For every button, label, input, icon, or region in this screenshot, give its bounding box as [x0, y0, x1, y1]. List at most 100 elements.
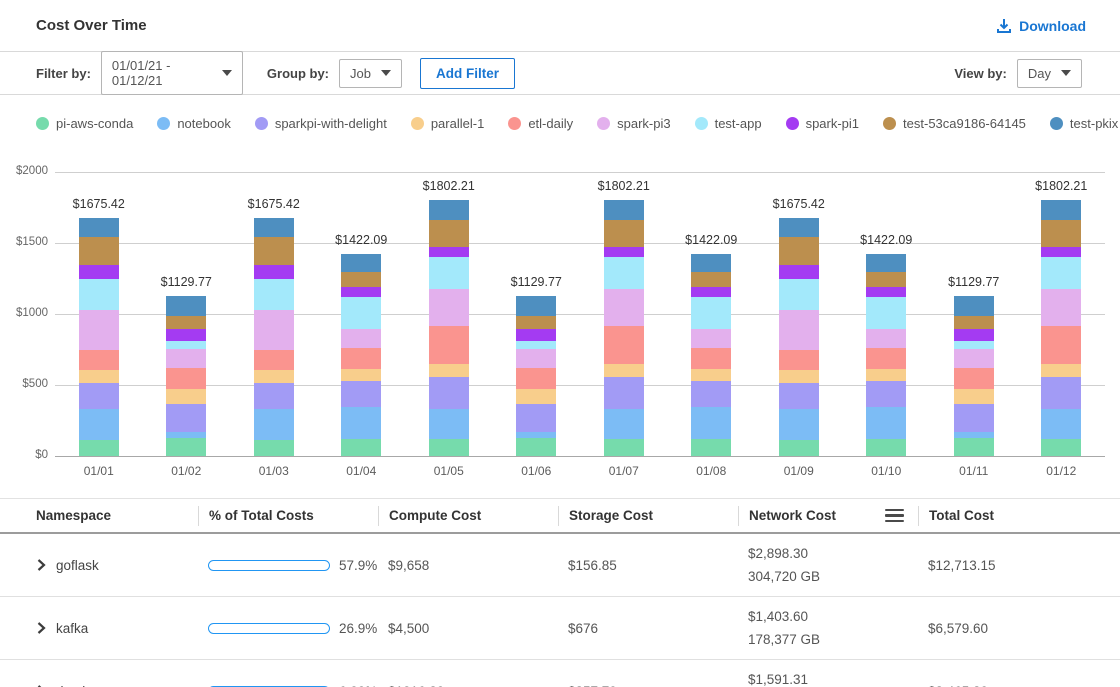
bar-segment-spark-pi3[interactable] — [79, 310, 119, 350]
legend-item-test-app[interactable]: test-app — [695, 116, 762, 131]
bar-segment-pi-aws-conda[interactable] — [866, 439, 906, 456]
bar-segment-etl-daily[interactable] — [79, 350, 119, 371]
bar-segment-notebook[interactable] — [779, 409, 819, 440]
bar-segment-pi-aws-conda[interactable] — [341, 439, 381, 456]
legend-item-notebook[interactable]: notebook — [157, 116, 231, 131]
bar-segment-sparkpi-with-delight[interactable] — [429, 377, 469, 409]
bar-segment-parallel-1[interactable] — [691, 369, 731, 381]
bar-segment-test-app[interactable] — [604, 257, 644, 289]
bar-segment-spark-pi1[interactable] — [341, 287, 381, 298]
bar-segment-pi-aws-conda[interactable] — [604, 439, 644, 456]
bar-segment-test-app[interactable] — [79, 279, 119, 310]
bar-segment-test-app[interactable] — [254, 279, 294, 310]
stacked-bar-01/04[interactable] — [341, 254, 381, 456]
bar-segment-test-app[interactable] — [779, 279, 819, 310]
bar-segment-test-pkix[interactable] — [516, 296, 556, 316]
bar-segment-sparkpi-with-delight[interactable] — [691, 381, 731, 407]
stacked-bar-01/02[interactable] — [166, 296, 206, 456]
bar-segment-test-53ca9186-64145[interactable] — [604, 220, 644, 247]
expand-chevron-icon[interactable] — [34, 558, 48, 572]
bar-segment-pi-aws-conda[interactable] — [429, 439, 469, 456]
bar-segment-etl-daily[interactable] — [866, 348, 906, 369]
bar-segment-spark-pi3[interactable] — [604, 289, 644, 326]
bar-segment-spark-pi3[interactable] — [1041, 289, 1081, 326]
bar-segment-spark-pi1[interactable] — [166, 329, 206, 341]
bar-segment-notebook[interactable] — [341, 407, 381, 438]
bar-segment-test-app[interactable] — [1041, 257, 1081, 289]
stacked-bar-01/09[interactable] — [779, 218, 819, 456]
bar-segment-notebook[interactable] — [1041, 409, 1081, 439]
bar-segment-spark-pi1[interactable] — [1041, 247, 1081, 257]
bar-segment-pi-aws-conda[interactable] — [779, 440, 819, 456]
legend-item-test-pkix[interactable]: test-pkix — [1050, 116, 1118, 131]
bar-segment-etl-daily[interactable] — [954, 368, 994, 389]
bar-segment-spark-pi3[interactable] — [866, 329, 906, 348]
legend-item-test-53ca9186-64145[interactable]: test-53ca9186-64145 — [883, 116, 1026, 131]
bar-segment-parallel-1[interactable] — [1041, 364, 1081, 377]
bar-segment-parallel-1[interactable] — [79, 370, 119, 383]
bar-segment-spark-pi3[interactable] — [429, 289, 469, 326]
legend-item-spark-pi3[interactable]: spark-pi3 — [597, 116, 670, 131]
bar-segment-test-53ca9186-64145[interactable] — [1041, 220, 1081, 247]
bar-segment-parallel-1[interactable] — [429, 364, 469, 377]
bar-segment-sparkpi-with-delight[interactable] — [166, 404, 206, 432]
stacked-bar-01/12[interactable] — [1041, 200, 1081, 456]
date-range-select[interactable]: 01/01/21 - 01/12/21 — [101, 51, 243, 95]
bar-segment-test-app[interactable] — [866, 297, 906, 329]
bar-segment-test-53ca9186-64145[interactable] — [691, 272, 731, 287]
bar-segment-notebook[interactable] — [79, 409, 119, 440]
bar-segment-spark-pi1[interactable] — [516, 329, 556, 341]
bar-segment-sparkpi-with-delight[interactable] — [954, 404, 994, 432]
bar-segment-sparkpi-with-delight[interactable] — [604, 377, 644, 409]
bar-segment-notebook[interactable] — [429, 409, 469, 439]
bar-segment-parallel-1[interactable] — [954, 389, 994, 404]
legend-item-etl-daily[interactable]: etl-daily — [508, 116, 573, 131]
bar-segment-test-pkix[interactable] — [1041, 200, 1081, 220]
stacked-bar-01/05[interactable] — [429, 200, 469, 456]
bar-segment-test-pkix[interactable] — [79, 218, 119, 237]
expand-chevron-icon[interactable] — [34, 621, 48, 635]
bar-segment-test-53ca9186-64145[interactable] — [254, 237, 294, 265]
bar-segment-parallel-1[interactable] — [866, 369, 906, 381]
bar-segment-pi-aws-conda[interactable] — [79, 440, 119, 456]
bar-segment-sparkpi-with-delight[interactable] — [79, 383, 119, 409]
legend-item-pi-aws-conda[interactable]: pi-aws-conda — [36, 116, 133, 131]
bar-segment-pi-aws-conda[interactable] — [1041, 439, 1081, 456]
download-button[interactable]: Download — [996, 18, 1086, 34]
bar-segment-test-pkix[interactable] — [341, 254, 381, 272]
bar-segment-test-pkix[interactable] — [254, 218, 294, 237]
bar-segment-notebook[interactable] — [254, 409, 294, 440]
stacked-bar-01/07[interactable] — [604, 200, 644, 456]
bar-segment-test-app[interactable] — [954, 341, 994, 349]
bar-segment-test-pkix[interactable] — [954, 296, 994, 316]
bar-segment-pi-aws-conda[interactable] — [691, 439, 731, 456]
bar-segment-parallel-1[interactable] — [516, 389, 556, 404]
bar-segment-test-pkix[interactable] — [691, 254, 731, 272]
bar-segment-test-pkix[interactable] — [166, 296, 206, 316]
bar-segment-notebook[interactable] — [604, 409, 644, 439]
bar-segment-spark-pi3[interactable] — [166, 349, 206, 368]
legend-item-parallel-1[interactable]: parallel-1 — [411, 116, 484, 131]
bar-segment-sparkpi-with-delight[interactable] — [866, 381, 906, 407]
bar-segment-etl-daily[interactable] — [166, 368, 206, 389]
bar-segment-test-pkix[interactable] — [604, 200, 644, 220]
bar-segment-test-app[interactable] — [429, 257, 469, 289]
bar-segment-etl-daily[interactable] — [604, 326, 644, 364]
bar-segment-spark-pi3[interactable] — [341, 329, 381, 348]
bar-segment-spark-pi1[interactable] — [604, 247, 644, 257]
bar-segment-spark-pi1[interactable] — [866, 287, 906, 298]
bar-segment-spark-pi1[interactable] — [79, 265, 119, 279]
bar-segment-spark-pi3[interactable] — [779, 310, 819, 350]
bar-segment-parallel-1[interactable] — [341, 369, 381, 381]
legend-item-sparkpi-with-delight[interactable]: sparkpi-with-delight — [255, 116, 387, 131]
bar-segment-sparkpi-with-delight[interactable] — [341, 381, 381, 407]
bar-segment-parallel-1[interactable] — [254, 370, 294, 383]
add-filter-button[interactable]: Add Filter — [420, 58, 515, 89]
bar-segment-test-pkix[interactable] — [779, 218, 819, 237]
stacked-bar-01/08[interactable] — [691, 254, 731, 456]
bar-segment-pi-aws-conda[interactable] — [166, 438, 206, 456]
bar-segment-pi-aws-conda[interactable] — [516, 438, 556, 456]
bar-segment-spark-pi3[interactable] — [254, 310, 294, 350]
bar-segment-test-pkix[interactable] — [866, 254, 906, 272]
bar-segment-test-pkix[interactable] — [429, 200, 469, 220]
